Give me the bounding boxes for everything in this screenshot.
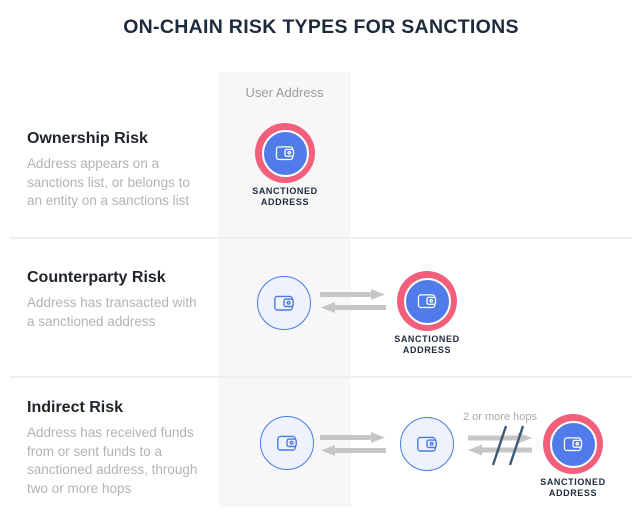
row-divider bbox=[10, 237, 632, 239]
risk-description-line: an entity on a sanctions list bbox=[27, 193, 190, 208]
wallet-icon bbox=[403, 277, 451, 325]
transfer-arrows-icon bbox=[320, 432, 386, 456]
sanctioned-address-icon bbox=[543, 414, 603, 474]
risk-description: Address has transacted with a sanctioned… bbox=[27, 294, 227, 331]
sanctioned-label-line: ADDRESS bbox=[402, 344, 452, 355]
risk-description-line: two or more hops bbox=[27, 480, 132, 496]
ownership-risk-text: Ownership Risk Address appears on a sanc… bbox=[27, 130, 227, 211]
user-wallet-icon bbox=[400, 417, 454, 471]
user-wallet-icon bbox=[257, 276, 311, 330]
risk-heading: Indirect Risk bbox=[27, 399, 124, 416]
sanctioned-address-label: SANCTIONED ADDRESS bbox=[518, 477, 628, 498]
indirect-risk-text: Indirect Risk Address has received funds… bbox=[27, 399, 227, 498]
sanctioned-address-icon bbox=[397, 271, 457, 331]
risk-description-line: Address appears on a bbox=[27, 156, 160, 171]
sanctioned-label-line: ADDRESS bbox=[548, 487, 598, 498]
risk-heading: Counterparty Risk bbox=[27, 269, 166, 286]
hops-arrows-icon bbox=[468, 425, 532, 466]
risk-description: Address appears on a sanctions list, or … bbox=[27, 155, 227, 211]
hops-label: 2 or more hops bbox=[463, 411, 537, 423]
risk-description-line: from or sent funds to a bbox=[27, 443, 163, 459]
risk-description: Address has received funds from or sent … bbox=[27, 424, 227, 498]
risk-description-line: a sanctioned address bbox=[27, 313, 156, 329]
transfer-arrows-icon bbox=[320, 289, 386, 313]
user-address-label: User Address bbox=[245, 85, 324, 100]
sanctioned-label-line: SANCTIONED bbox=[394, 334, 460, 344]
sanctioned-address-label: SANCTIONED ADDRESS bbox=[230, 186, 340, 207]
user-wallet-icon bbox=[260, 416, 314, 470]
sanctioned-label-line: ADDRESS bbox=[260, 196, 310, 207]
page-title: ON-CHAIN RISK TYPES FOR SANCTIONS bbox=[123, 16, 519, 38]
wallet-icon bbox=[261, 129, 309, 177]
sanctioned-address-icon bbox=[255, 123, 315, 183]
sanctioned-label-line: SANCTIONED bbox=[540, 477, 606, 487]
risk-description-line: sanctioned address, through bbox=[27, 462, 198, 477]
risk-description-line: sanctions list, or belongs to bbox=[27, 174, 190, 190]
sanctioned-address-label: SANCTIONED ADDRESS bbox=[372, 334, 482, 355]
counterparty-risk-text: Counterparty Risk Address has transacted… bbox=[27, 269, 227, 331]
sanctioned-label-line: SANCTIONED bbox=[252, 186, 318, 196]
risk-heading: Ownership Risk bbox=[27, 130, 148, 147]
row-divider bbox=[10, 376, 632, 378]
risk-description-line: Address has received funds bbox=[27, 425, 194, 440]
risk-description-line: Address has transacted with bbox=[27, 295, 197, 310]
hop-slashes-icon bbox=[491, 425, 525, 466]
wallet-icon bbox=[549, 420, 597, 468]
